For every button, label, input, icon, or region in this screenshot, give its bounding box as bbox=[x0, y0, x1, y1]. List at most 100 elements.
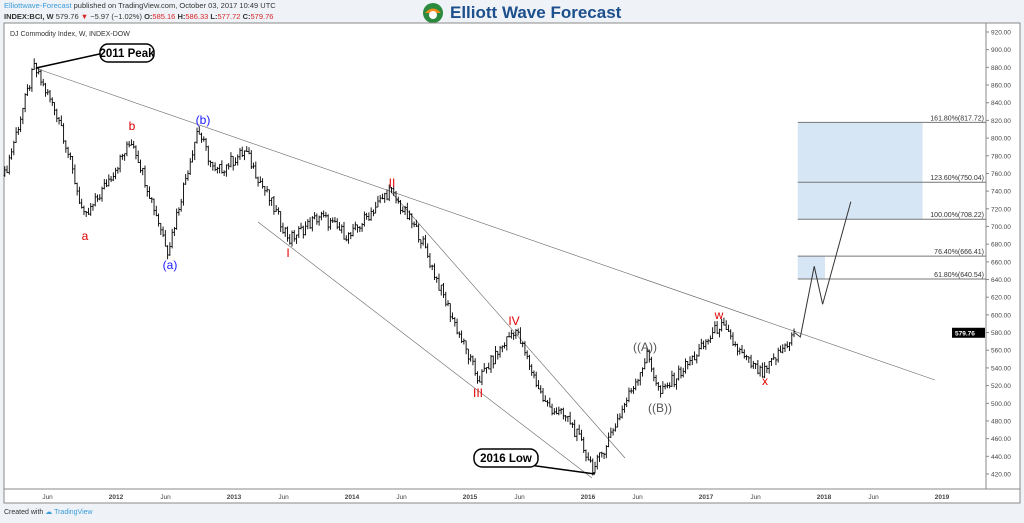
y-tick-label: 880.00 bbox=[991, 65, 1011, 72]
tradingview-icon: ☁ bbox=[45, 509, 53, 516]
callout-2011-peak: 2011 Peak bbox=[35, 43, 155, 69]
high-value: 586.33 bbox=[185, 12, 209, 21]
fib-box-lower bbox=[797, 256, 825, 280]
y-tick-label: 760.00 bbox=[991, 171, 1011, 178]
chart-title: DJ Commodity Index, W, INDEX-DOW bbox=[10, 31, 130, 38]
y-tick-label: 780.00 bbox=[991, 153, 1011, 160]
y-tick-label: 580.00 bbox=[991, 330, 1011, 337]
y-tick-label: 620.00 bbox=[991, 295, 1011, 302]
wave-label-x: x bbox=[762, 374, 768, 388]
x-tick-label: Jun bbox=[160, 494, 171, 501]
y-tick-label: 680.00 bbox=[991, 242, 1011, 249]
channel-upper-line bbox=[391, 192, 626, 459]
time-axis bbox=[3, 488, 1021, 504]
low-label: L: bbox=[210, 12, 218, 21]
y-tick-label: 740.00 bbox=[991, 189, 1011, 196]
symbol: INDEX:BCI, W bbox=[4, 12, 54, 21]
logo: Elliott Wave Forecast bbox=[422, 2, 621, 24]
y-tick-label: 600.00 bbox=[991, 312, 1011, 319]
y-tick-label: 920.00 bbox=[991, 30, 1011, 37]
x-tick-label: 2014 bbox=[345, 494, 360, 501]
x-tick-label: 2016 bbox=[581, 494, 596, 501]
wave-label-I: I bbox=[286, 246, 289, 260]
last-price: 579.76 bbox=[55, 12, 79, 21]
y-tick-label: 800.00 bbox=[991, 136, 1011, 143]
y-tick-label: 860.00 bbox=[991, 83, 1011, 90]
x-tick-label: 2012 bbox=[109, 494, 124, 501]
wave-label-II: II bbox=[389, 176, 396, 190]
wave-label-pa: (a) bbox=[163, 258, 178, 272]
wave-label-B: ((B)) bbox=[648, 401, 672, 415]
x-tick-label: 2018 bbox=[817, 494, 832, 501]
y-tick-label: 440.00 bbox=[991, 454, 1011, 461]
symbol-info: INDEX:BCI, W 579.76 ▼ −5.97 (−1.02%) O:5… bbox=[4, 12, 273, 21]
x-tick-label: Jun bbox=[278, 494, 289, 501]
logo-icon bbox=[423, 3, 443, 23]
change: −5.97 (−1.02%) bbox=[90, 12, 142, 21]
open-label: O: bbox=[144, 12, 153, 21]
callout-pointer bbox=[35, 52, 105, 69]
publisher-link[interactable]: Elliottwave-Forecast bbox=[4, 1, 72, 10]
x-tick-label: Jun bbox=[868, 494, 879, 501]
open-value: 585.16 bbox=[152, 12, 176, 21]
x-tick-label: Jun bbox=[750, 494, 761, 501]
callout-2016-low: 2016 Low bbox=[473, 448, 596, 475]
wave-label-pb: (b) bbox=[196, 113, 211, 127]
y-tick-label: 820.00 bbox=[991, 118, 1011, 125]
low-value: 577.72 bbox=[217, 12, 241, 21]
publish-info: Elliottwave-Forecast published on Tradin… bbox=[4, 1, 276, 10]
trendline-main bbox=[34, 67, 936, 381]
last-price-label: 579.76 bbox=[955, 330, 975, 337]
fib-level-label: 123.60%(750.04) bbox=[930, 175, 984, 182]
wave-label-b: b bbox=[129, 119, 136, 133]
high-label: H: bbox=[177, 12, 186, 21]
y-tick-label: 500.00 bbox=[991, 401, 1011, 408]
y-tick-label: 640.00 bbox=[991, 277, 1011, 284]
y-tick-label: 660.00 bbox=[991, 259, 1011, 266]
wave-label-w: w bbox=[714, 308, 724, 322]
fib-level-label: 61.80%(640.54) bbox=[934, 272, 984, 279]
x-tick-label: Jun bbox=[514, 494, 525, 501]
y-tick-label: 480.00 bbox=[991, 418, 1011, 425]
wave-label-a: a bbox=[82, 229, 89, 243]
wave-label-III: III bbox=[473, 386, 483, 400]
wave-label-IV: IV bbox=[508, 314, 519, 328]
y-tick-label: 900.00 bbox=[991, 47, 1011, 54]
y-tick-label: 560.00 bbox=[991, 348, 1011, 355]
x-tick-label: 2017 bbox=[699, 494, 714, 501]
y-tick-label: 720.00 bbox=[991, 206, 1011, 213]
x-tick-label: 2015 bbox=[463, 494, 478, 501]
channel-lower-line bbox=[257, 221, 593, 479]
fib-level-label: 161.80%(817.72) bbox=[930, 115, 984, 122]
close-label: C: bbox=[242, 12, 251, 21]
x-tick-label: 2013 bbox=[227, 494, 242, 501]
x-tick-label: Jun bbox=[42, 494, 53, 501]
close-value: 579.76 bbox=[250, 12, 274, 21]
footer: Created with ☁ TradingView bbox=[4, 508, 93, 516]
price-axis bbox=[985, 22, 1021, 490]
fib-box-upper bbox=[797, 122, 923, 220]
fib-level-label: 100.00%(708.22) bbox=[930, 212, 984, 219]
y-tick-label: 520.00 bbox=[991, 383, 1011, 390]
x-tick-label: 2019 bbox=[935, 494, 950, 501]
down-arrow-icon: ▼ bbox=[80, 12, 89, 21]
callout-box bbox=[473, 448, 539, 468]
fib-level-label: 76.40%(666.41) bbox=[934, 249, 984, 256]
x-tick-label: Jun bbox=[632, 494, 643, 501]
y-tick-label: 540.00 bbox=[991, 365, 1011, 372]
logo-text: Elliott Wave Forecast bbox=[450, 3, 622, 22]
callout-box bbox=[99, 43, 155, 63]
callout-text: 2016 Low bbox=[480, 453, 532, 465]
wave-label-A: ((A)) bbox=[633, 340, 657, 354]
x-tick-label: Jun bbox=[396, 494, 407, 501]
published-text: published on TradingView.com, October 03… bbox=[73, 1, 276, 10]
y-tick-label: 840.00 bbox=[991, 100, 1011, 107]
ohlc-bar bbox=[792, 328, 796, 338]
callout-text: 2011 Peak bbox=[99, 48, 155, 60]
last-price-badge bbox=[952, 327, 985, 338]
tradingview-link[interactable]: TradingView bbox=[54, 509, 93, 516]
y-tick-label: 700.00 bbox=[991, 224, 1011, 231]
created-with-text: Created with bbox=[4, 509, 44, 516]
projection-path bbox=[794, 201, 852, 338]
